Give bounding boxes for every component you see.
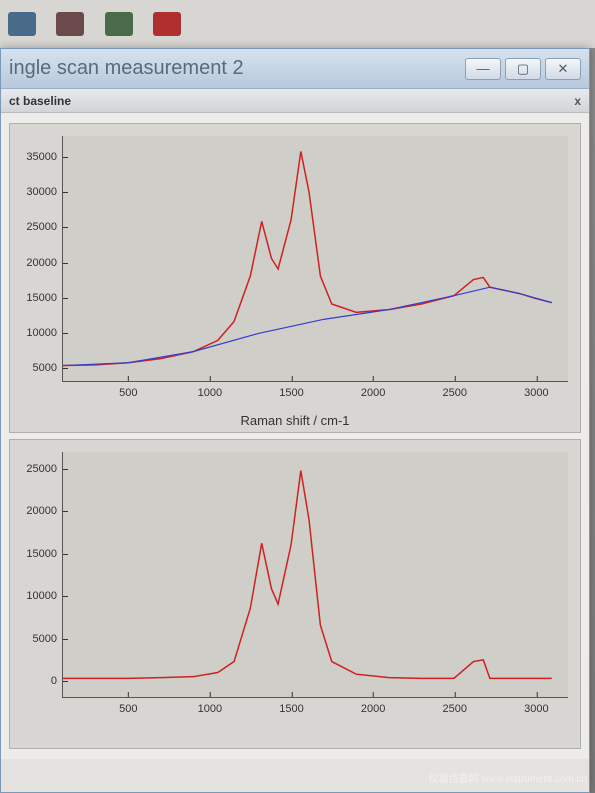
ytick: 30000 <box>26 186 63 198</box>
panel-close-icon[interactable]: x <box>574 94 581 108</box>
ytick: 25000 <box>26 463 63 475</box>
ytick: 10000 <box>26 327 63 339</box>
window-titlebar[interactable]: ingle scan measurement 2 — ▢ ✕ <box>1 49 589 89</box>
panel-title: ct baseline <box>9 94 71 108</box>
app-toolbar <box>0 0 595 48</box>
charts-panel: 5000100001500020000250003000035000500100… <box>1 113 589 759</box>
raw-spectrum-chart: 5000100001500020000250003000035000500100… <box>9 123 581 433</box>
xtick: 500 <box>119 697 137 715</box>
chart2-svg <box>63 452 568 697</box>
ytick: 10000 <box>26 590 63 602</box>
raw-spectrum-line <box>63 151 552 365</box>
window-title: ingle scan measurement 2 <box>9 57 461 80</box>
xtick: 2000 <box>361 697 385 715</box>
ytick: 5000 <box>33 362 63 374</box>
maximize-button[interactable]: ▢ <box>505 58 541 80</box>
ytick: 0 <box>51 675 63 687</box>
xtick: 1000 <box>198 697 222 715</box>
baseline-line <box>63 287 552 365</box>
minimize-button[interactable]: — <box>465 58 501 80</box>
xtick: 1500 <box>279 697 303 715</box>
measurement-window: ingle scan measurement 2 — ▢ ✕ ct baseli… <box>0 48 590 793</box>
chart1-xlabel: Raman shift / cm-1 <box>10 389 580 428</box>
watermark-text: 仪器信息网 www.instrument.com.cn <box>429 770 587 785</box>
xtick: 2500 <box>442 697 466 715</box>
ytick: 35000 <box>26 151 63 163</box>
ytick: 25000 <box>26 221 63 233</box>
ytick: 20000 <box>26 505 63 517</box>
baseline-panel-header: ct baseline x <box>1 89 589 113</box>
ytick: 5000 <box>33 633 63 645</box>
corrected-spectrum-line <box>63 471 552 679</box>
corrected-spectrum-chart: 0 5000 10000 15000 20000 25000 500 1000 1500 2000… <box>9 439 581 749</box>
tool-icon-2[interactable] <box>56 12 84 36</box>
ytick: 20000 <box>26 257 63 269</box>
close-button[interactable]: ✕ <box>545 58 581 80</box>
ytick: 15000 <box>26 292 63 304</box>
chart2-plot-area: 0500010000150002000025000500100015002000… <box>62 452 568 698</box>
chart1-svg <box>63 136 568 381</box>
tool-icon-1[interactable] <box>8 12 36 36</box>
ytick: 15000 <box>26 548 63 560</box>
tool-icon-3[interactable] <box>105 12 133 36</box>
tool-icon-4[interactable] <box>153 12 181 36</box>
xtick: 3000 <box>524 697 548 715</box>
chart1-plot-area: 5000100001500020000250003000035000500100… <box>62 136 568 382</box>
